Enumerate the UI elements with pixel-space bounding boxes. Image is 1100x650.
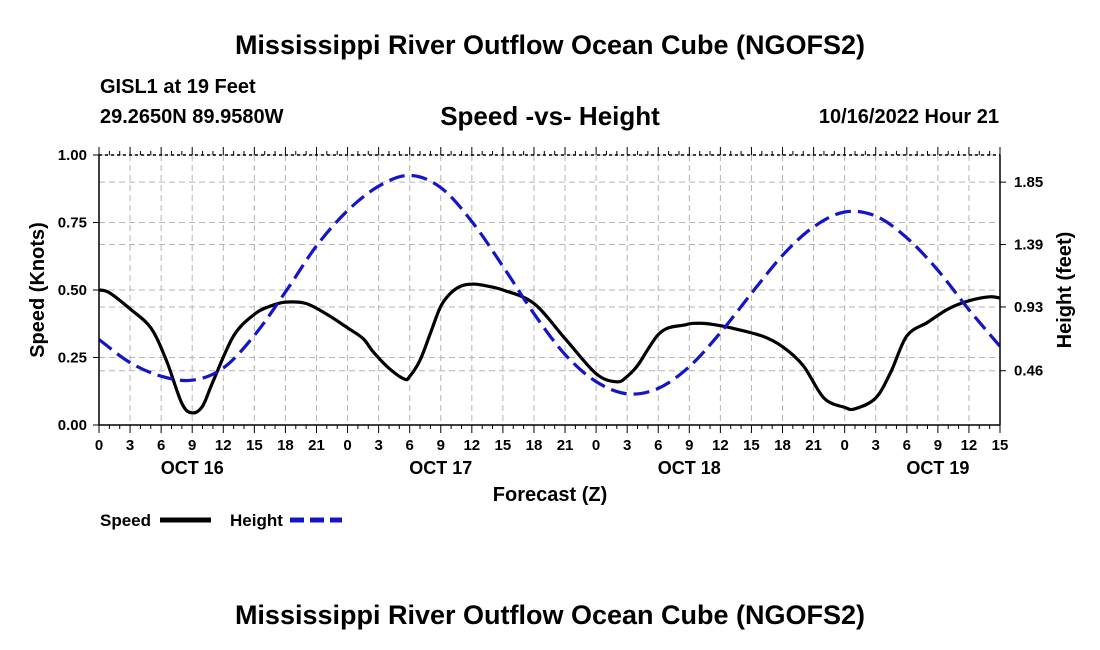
x-tick-label: 12: [961, 437, 978, 454]
x-tick-label: 9: [437, 437, 445, 454]
x-tick-label: 6: [406, 437, 414, 454]
datetime-label: 10/16/2022 Hour 21: [818, 106, 999, 128]
legend: Speed Height: [100, 511, 342, 530]
x-tick-label: 15: [743, 437, 760, 454]
footer-title: Mississippi River Outflow Ocean Cube (NG…: [234, 600, 866, 630]
x-date-label: OCT 18: [658, 458, 721, 478]
y2-tick-label: 0.93: [1014, 299, 1043, 316]
coordinates-label: 29.2650N 89.9580W: [100, 106, 284, 128]
x-tick-label: 6: [654, 437, 662, 454]
x-tick-label: 6: [157, 437, 165, 454]
legend-height-label: Height: [230, 511, 283, 530]
x-tick-label: 18: [526, 437, 543, 454]
y2-tick-label: 1.39: [1014, 237, 1043, 254]
series-layer: [99, 173, 1000, 415]
x-tick-label: 9: [685, 437, 693, 454]
x-tick-label: 9: [934, 437, 942, 454]
height-series-line: [99, 173, 1000, 396]
x-date-label: OCT 17: [409, 458, 472, 478]
y2-tick-label: 1.85: [1014, 174, 1043, 191]
speed-series-line: [99, 282, 1000, 415]
x-tick-label: 3: [374, 437, 382, 454]
y-tick-label: 0.00: [58, 417, 87, 434]
x-tick-label: 15: [992, 437, 1009, 454]
y-axis-label: Speed (Knots): [27, 222, 49, 358]
x-tick-label: 18: [277, 437, 294, 454]
y2-axis-label: Height (feet): [1054, 232, 1076, 349]
axes: 0 3 6 9 12 15 18 21 0 3 6 9 12 15 18 21 0 3 6 9 12 15 18 21 0 3 6 9…: [58, 147, 1043, 478]
x-tick-label: 12: [712, 437, 729, 454]
x-tick-label: 3: [126, 437, 134, 454]
x-axis-label: Forecast (Z): [493, 484, 607, 506]
chart-subtitle: Speed -vs- Height: [440, 101, 660, 131]
legend-speed-label: Speed: [100, 511, 151, 530]
x-tick-label: 18: [774, 437, 791, 454]
x-tick-label: 12: [463, 437, 480, 454]
y-tick-label: 0.75: [58, 215, 87, 232]
chart-title: Mississippi River Outflow Ocean Cube (NG…: [234, 30, 866, 60]
x-date-label: OCT 19: [906, 458, 969, 478]
x-tick-label: 0: [840, 437, 848, 454]
x-tick-label: 21: [308, 437, 325, 454]
x-tick-label: 0: [343, 437, 351, 454]
y-tick-label: 0.50: [58, 282, 87, 299]
y2-tick-label: 0.46: [1014, 363, 1043, 380]
x-tick-label: 15: [495, 437, 512, 454]
y-tick-label: 1.00: [58, 147, 87, 164]
x-tick-label: 21: [557, 437, 574, 454]
station-label: GISL1 at 19 Feet: [100, 76, 256, 98]
x-tick-label: 9: [188, 437, 196, 454]
x-tick-label: 21: [805, 437, 822, 454]
x-tick-label: 15: [246, 437, 263, 454]
x-tick-label: 0: [592, 437, 600, 454]
x-tick-label: 3: [872, 437, 880, 454]
x-tick-label: 12: [215, 437, 232, 454]
x-tick-label: 3: [623, 437, 631, 454]
grid: [98, 154, 1001, 426]
x-tick-label: 0: [95, 437, 103, 454]
x-tick-label: 6: [903, 437, 911, 454]
y-tick-label: 0.25: [58, 350, 87, 367]
x-date-label: OCT 16: [161, 458, 224, 478]
